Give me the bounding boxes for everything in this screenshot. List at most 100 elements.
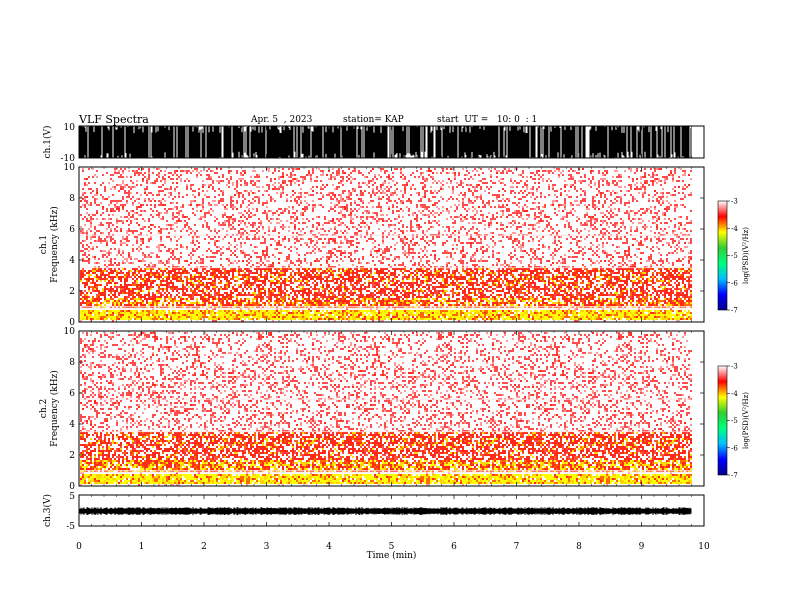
- spectrogram-cell: [318, 292, 320, 294]
- spectrogram-cell: [348, 252, 350, 254]
- spectrogram-cell: [216, 306, 218, 308]
- spectrogram-cell: [154, 280, 156, 282]
- spectrogram-cell: [180, 268, 182, 270]
- spectrogram-cell: [266, 206, 268, 208]
- spectrogram-cell: [238, 294, 240, 296]
- spectrogram-cell: [380, 306, 382, 308]
- spectrogram-cell: [104, 280, 106, 282]
- spectrogram-cell: [82, 300, 84, 302]
- spectrogram-cell: [266, 296, 268, 298]
- spectrogram-cell: [340, 298, 342, 300]
- spectrogram-cell: [154, 264, 156, 266]
- spectrogram-cell: [122, 204, 124, 206]
- spectrogram-cell: [224, 312, 226, 314]
- spectrogram-cell: [182, 272, 184, 274]
- spectrogram-cell: [128, 192, 130, 194]
- spectrogram-cell: [156, 292, 158, 294]
- spectrogram-cell: [166, 290, 168, 292]
- spectrogram-cell: [342, 314, 344, 316]
- spectrogram-cell: [108, 316, 110, 318]
- spectrogram-cell: [220, 180, 222, 182]
- spectrogram-cell: [182, 312, 184, 314]
- spectrogram-cell: [188, 310, 190, 312]
- spectrogram-cell: [258, 198, 260, 200]
- spectrogram-cell: [254, 170, 256, 172]
- spectrogram-cell: [356, 310, 358, 312]
- spectrogram-cell: [80, 302, 82, 304]
- spectrogram-cell: [250, 318, 252, 320]
- spectrogram-cell: [240, 310, 242, 312]
- spectrogram-cell: [214, 282, 216, 284]
- spectrogram-cell: [290, 302, 292, 304]
- spectrogram-cell: [370, 272, 372, 274]
- spectrogram-cell: [378, 274, 380, 276]
- spectrogram-cell: [324, 218, 326, 220]
- spectrogram-cell: [128, 318, 130, 320]
- spectrogram-cell: [200, 218, 202, 220]
- spectrogram-cell: [90, 286, 92, 288]
- spectrogram-cell: [328, 302, 330, 304]
- spectrogram-cell: [188, 316, 190, 318]
- spectrogram-cell: [180, 170, 182, 172]
- spectrogram-cell: [290, 278, 292, 280]
- spectrogram-cell: [152, 210, 154, 212]
- spectrogram-cell: [110, 314, 112, 316]
- spectrogram-cell: [92, 318, 94, 320]
- spectrogram-cell: [102, 256, 104, 258]
- spectrogram-cell: [232, 226, 234, 228]
- spectrogram-cell: [264, 292, 266, 294]
- spectrogram-cell: [256, 272, 258, 274]
- spectrogram-cell: [164, 288, 166, 290]
- spectrogram-cell: [280, 194, 282, 196]
- spectrogram-cell: [334, 270, 336, 272]
- spectrogram-cell: [336, 296, 338, 298]
- spectrogram-cell: [236, 170, 238, 172]
- spectrogram-cell: [230, 294, 232, 296]
- spectrogram-cell: [256, 210, 258, 212]
- spectrogram-cell: [266, 272, 268, 274]
- spectrogram-cell: [320, 276, 322, 278]
- spectrogram-cell: [140, 282, 142, 284]
- spectrogram-cell: [300, 312, 302, 314]
- spectrogram-cell: [364, 304, 366, 306]
- spectrogram-cell: [182, 280, 184, 282]
- spectrogram-cell: [256, 174, 258, 176]
- spectrogram-cell: [240, 252, 242, 254]
- spectrogram-cell: [334, 178, 336, 180]
- spectrogram-cell: [336, 274, 338, 276]
- spectrogram-cell: [130, 176, 132, 178]
- spectrogram-cell: [332, 292, 334, 294]
- spectrogram-cell: [168, 302, 170, 304]
- spectrogram-cell: [260, 256, 262, 258]
- spectrogram-cell: [260, 304, 262, 306]
- spectrogram-cell: [162, 294, 164, 296]
- spectrogram-cell: [286, 278, 288, 280]
- spectrogram-cell: [180, 210, 182, 212]
- spectrogram-cell: [146, 256, 148, 258]
- spectrogram-cell: [258, 230, 260, 232]
- spectrogram-cell: [202, 184, 204, 186]
- spectrogram-cell: [292, 222, 294, 224]
- spectrogram-cell: [360, 292, 362, 294]
- spectrogram-cell: [338, 270, 340, 272]
- spectrogram-cell: [196, 318, 198, 320]
- spectrogram-cell: [116, 288, 118, 290]
- spectrogram-cell: [124, 314, 126, 316]
- spectrogram-cell: [216, 316, 218, 318]
- spectrogram-cell: [228, 306, 230, 308]
- spectrogram-cell: [332, 310, 334, 312]
- spectrogram-cell: [96, 312, 98, 314]
- spectrogram-cell: [368, 282, 370, 284]
- spectrogram-cell: [136, 316, 138, 318]
- spectrogram-cell: [210, 316, 212, 318]
- spectrogram-cell: [320, 192, 322, 194]
- spectrogram-cell: [94, 240, 96, 242]
- spectrogram-cell: [148, 200, 150, 202]
- spectrogram-cell: [300, 230, 302, 232]
- spectrogram-cell: [244, 306, 246, 308]
- spectrogram-cell: [142, 240, 144, 242]
- spectrogram-cell: [322, 278, 324, 280]
- spectrogram-cell: [138, 272, 140, 274]
- spectrogram-cell: [306, 302, 308, 304]
- spectrogram-cell: [234, 238, 236, 240]
